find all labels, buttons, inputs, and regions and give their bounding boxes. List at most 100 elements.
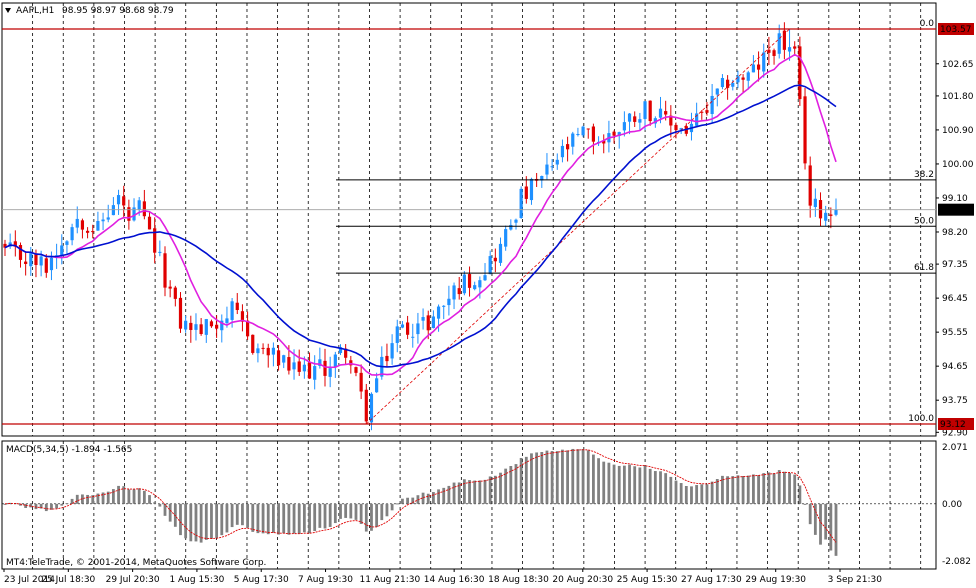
macd-bar — [659, 471, 662, 504]
macd-bar — [493, 475, 497, 504]
macd-bar — [669, 476, 673, 504]
macd-bar — [607, 462, 611, 504]
price-tick-label: 100.00 — [942, 160, 974, 170]
bull-candle — [400, 324, 405, 328]
bear-candle — [586, 128, 590, 130]
bull-candle — [483, 275, 487, 281]
macd-bar — [297, 503, 301, 534]
time-tick-label: 29 Jul 20:30 — [106, 575, 160, 585]
macd-bar — [34, 503, 38, 510]
macd-bar — [566, 450, 570, 504]
time-tick-label: 11 Aug 21:30 — [360, 575, 421, 585]
bull-candle — [60, 245, 64, 256]
macd-bar — [287, 503, 291, 535]
bull-candle — [49, 257, 54, 271]
bull-candle — [225, 318, 229, 323]
macd-bar — [282, 503, 286, 534]
bear-candle — [648, 100, 652, 122]
macd-bar — [762, 473, 766, 504]
macd-bar — [447, 485, 451, 504]
macd-bar — [106, 491, 110, 504]
fib-level-label: 61.8 — [914, 263, 934, 273]
bear-candle — [24, 261, 28, 264]
bear-candle — [173, 287, 177, 299]
macd-bar — [555, 451, 559, 504]
bear-candle — [405, 322, 410, 335]
macd-bar — [478, 480, 482, 504]
bull-candle — [679, 128, 683, 130]
bear-candle — [266, 347, 270, 356]
bull-candle — [653, 118, 657, 124]
bear-candle — [323, 360, 327, 376]
macd-axis-label: 0.00 — [942, 500, 962, 510]
bull-candle — [111, 205, 115, 216]
macd-bar — [705, 484, 709, 504]
macd-bar — [127, 489, 131, 504]
macd-bar — [462, 479, 466, 504]
bear-candle — [364, 389, 368, 422]
macd-bar — [39, 503, 43, 509]
bull-candle — [824, 212, 828, 221]
macd-bar — [256, 503, 260, 534]
chart-menu-icon[interactable] — [5, 8, 11, 13]
macd-bar — [633, 466, 637, 504]
bull-candle — [137, 200, 141, 210]
bear-candle — [276, 350, 281, 366]
macd-bar — [782, 471, 786, 504]
bull-candle — [731, 82, 735, 87]
bull-candle — [720, 77, 725, 88]
price-tick-label: 93.75 — [942, 396, 968, 406]
bear-candle — [385, 355, 389, 362]
bear-candle — [85, 230, 90, 233]
macd-bar — [395, 503, 399, 505]
bear-candle — [705, 110, 709, 113]
macd-bar — [70, 498, 74, 504]
bear-candle — [741, 77, 745, 80]
bull-candle — [504, 229, 508, 247]
main-panel-frame — [1, 2, 937, 437]
macd-bar — [829, 503, 833, 551]
macd-bar — [731, 476, 735, 504]
bull-candle — [333, 354, 337, 367]
macd-bar — [277, 503, 280, 535]
macd-bar — [509, 465, 513, 504]
bull-candle — [271, 347, 275, 355]
bear-candle — [467, 274, 472, 288]
bear-candle — [524, 186, 528, 199]
macd-bar — [752, 474, 755, 504]
bear-candle — [127, 207, 131, 221]
bull-candle — [390, 343, 394, 359]
bull-candle — [70, 227, 74, 241]
bull-candle — [550, 166, 554, 168]
bull-candle — [529, 178, 534, 201]
macd-bar — [576, 449, 580, 504]
macd-bar — [406, 497, 409, 504]
bull-candle — [106, 217, 110, 220]
bull-candle — [813, 198, 817, 208]
macd-bar — [617, 465, 621, 504]
bull-candle — [101, 219, 105, 222]
bear-candle — [808, 165, 812, 206]
macd-bar — [117, 485, 120, 504]
bull-candle — [488, 256, 492, 275]
macd-bar — [411, 497, 415, 504]
time-tick-label: 7 Aug 19:30 — [298, 575, 353, 585]
macd-bar — [808, 503, 812, 525]
bull-candle — [96, 220, 100, 231]
macd-bar — [628, 464, 631, 504]
bull-candle — [540, 176, 544, 181]
grid — [32, 3, 922, 569]
macd-axis-label: -2.082 — [942, 557, 971, 567]
bull-candle — [411, 336, 415, 338]
bear-candle — [235, 302, 239, 311]
bull-candle — [132, 207, 136, 221]
bear-candle — [18, 245, 23, 260]
macd-bar — [251, 503, 255, 532]
macd-bar — [50, 503, 53, 510]
macd-bar — [385, 503, 389, 517]
bear-candle — [829, 214, 833, 216]
macd-bar — [819, 503, 822, 545]
macd-bar — [96, 493, 100, 504]
